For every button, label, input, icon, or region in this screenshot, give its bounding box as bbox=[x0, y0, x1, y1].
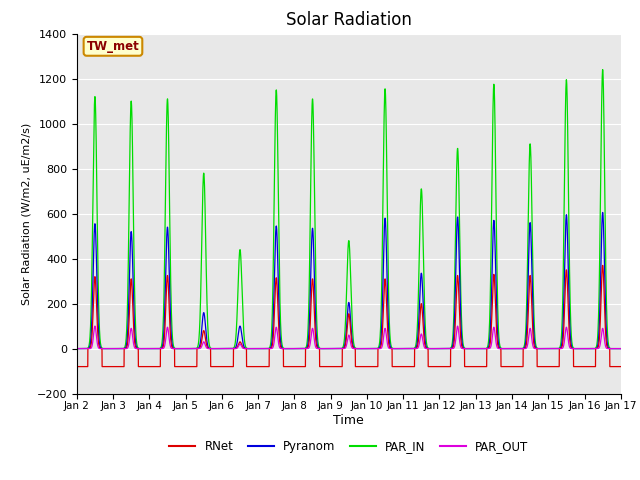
Pyranom bbox=[599, 210, 607, 216]
X-axis label: Time: Time bbox=[333, 414, 364, 427]
PAR_IN bbox=[471, 346, 479, 351]
Legend: RNet, Pyranom, PAR_IN, PAR_OUT: RNet, Pyranom, PAR_IN, PAR_OUT bbox=[164, 435, 533, 458]
Y-axis label: Solar Radiation (W/m2, uE/m2/s): Solar Radiation (W/m2, uE/m2/s) bbox=[21, 122, 31, 305]
RNet bbox=[73, 364, 81, 370]
PAR_OUT bbox=[91, 323, 99, 329]
PAR_IN bbox=[599, 67, 607, 72]
RNet bbox=[616, 364, 624, 370]
Line: RNet: RNet bbox=[77, 265, 621, 367]
RNet bbox=[328, 364, 336, 370]
PAR_IN bbox=[73, 346, 81, 351]
PAR_OUT bbox=[617, 346, 625, 351]
PAR_OUT bbox=[441, 346, 449, 351]
Pyranom bbox=[329, 346, 337, 351]
PAR_OUT bbox=[171, 346, 179, 351]
PAR_IN bbox=[441, 346, 449, 351]
Pyranom bbox=[502, 346, 509, 351]
Line: Pyranom: Pyranom bbox=[77, 213, 621, 348]
Title: Solar Radiation: Solar Radiation bbox=[286, 11, 412, 29]
RNet bbox=[599, 263, 607, 268]
RNet bbox=[617, 364, 625, 370]
Pyranom bbox=[616, 346, 624, 351]
PAR_OUT bbox=[218, 346, 226, 351]
RNet bbox=[171, 346, 179, 351]
PAR_IN bbox=[171, 345, 179, 351]
PAR_IN bbox=[617, 346, 625, 351]
PAR_OUT bbox=[471, 346, 479, 351]
Pyranom bbox=[171, 346, 179, 351]
Line: PAR_IN: PAR_IN bbox=[77, 70, 621, 348]
Pyranom bbox=[73, 346, 81, 351]
Pyranom bbox=[441, 346, 449, 351]
PAR_IN bbox=[616, 346, 624, 351]
RNet bbox=[440, 364, 448, 370]
PAR_OUT bbox=[73, 346, 81, 351]
Text: TW_met: TW_met bbox=[86, 40, 140, 53]
PAR_OUT bbox=[616, 346, 624, 351]
RNet bbox=[471, 364, 479, 370]
Pyranom bbox=[471, 346, 479, 351]
RNet bbox=[502, 364, 509, 370]
Line: PAR_OUT: PAR_OUT bbox=[77, 326, 621, 348]
PAR_IN bbox=[218, 346, 226, 351]
Pyranom bbox=[218, 346, 226, 351]
PAR_IN bbox=[502, 346, 509, 351]
PAR_OUT bbox=[329, 346, 337, 351]
PAR_OUT bbox=[502, 346, 509, 351]
Pyranom bbox=[617, 346, 625, 351]
PAR_IN bbox=[329, 346, 337, 351]
